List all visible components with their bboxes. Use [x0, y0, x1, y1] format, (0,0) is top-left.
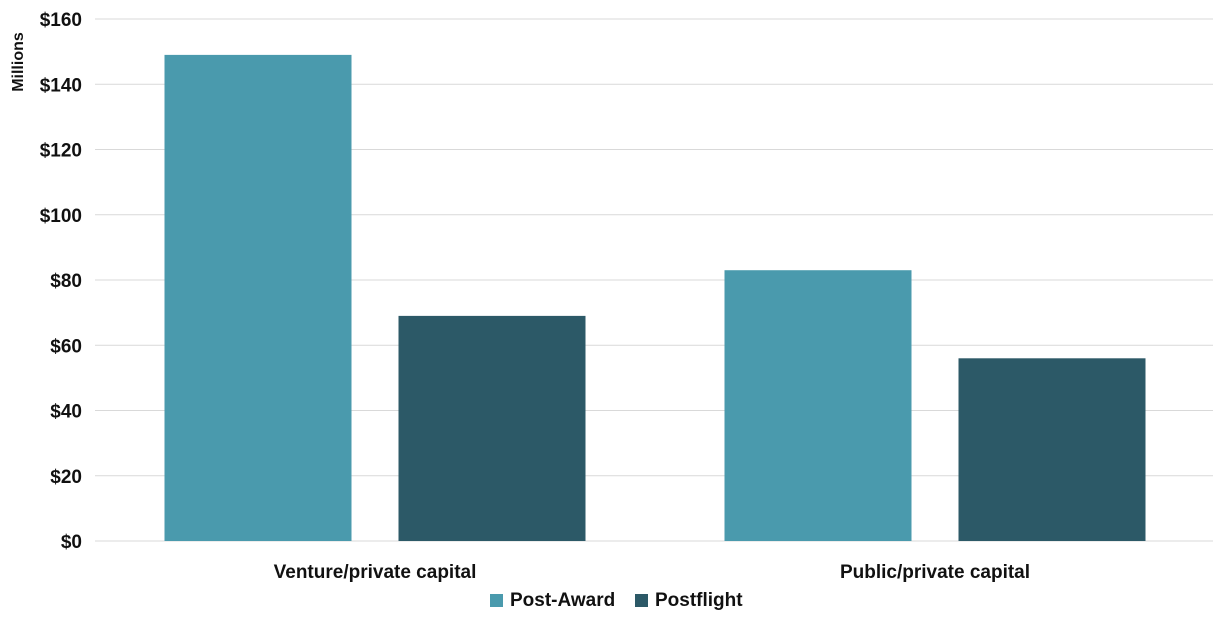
x-category-label: Venture/private capital: [274, 562, 477, 583]
legend-swatch: [635, 594, 648, 607]
y-tick-label: $20: [50, 467, 82, 488]
bars: [164, 54, 1146, 541]
bar-postflight-2: [958, 358, 1146, 541]
legend-label: Postflight: [655, 590, 743, 611]
y-tick-label: $40: [50, 402, 82, 423]
y-tick-label: $80: [50, 271, 82, 292]
bar-postflight-1: [398, 315, 586, 541]
bar-post-award-1: [164, 54, 352, 541]
x-category-label: Public/private capital: [840, 562, 1030, 583]
y-axis-ticks: $0 $20 $40 $60 $80 $100 $120 $140 $160: [40, 10, 82, 553]
x-axis-categories: Venture/private capital Public/private ca…: [274, 562, 1030, 583]
y-tick-label: $0: [61, 532, 82, 553]
legend-swatch: [490, 594, 503, 607]
y-axis-title: Millions: [10, 32, 27, 92]
y-tick-label: $100: [40, 206, 82, 227]
y-tick-label: $140: [40, 75, 82, 96]
legend: Post-Award Postflight: [490, 590, 743, 611]
legend-label: Post-Award: [510, 590, 615, 611]
y-tick-label: $160: [40, 10, 82, 31]
bar-post-award-2: [724, 270, 912, 541]
y-tick-label: $120: [40, 141, 82, 162]
y-tick-label: $60: [50, 336, 82, 357]
